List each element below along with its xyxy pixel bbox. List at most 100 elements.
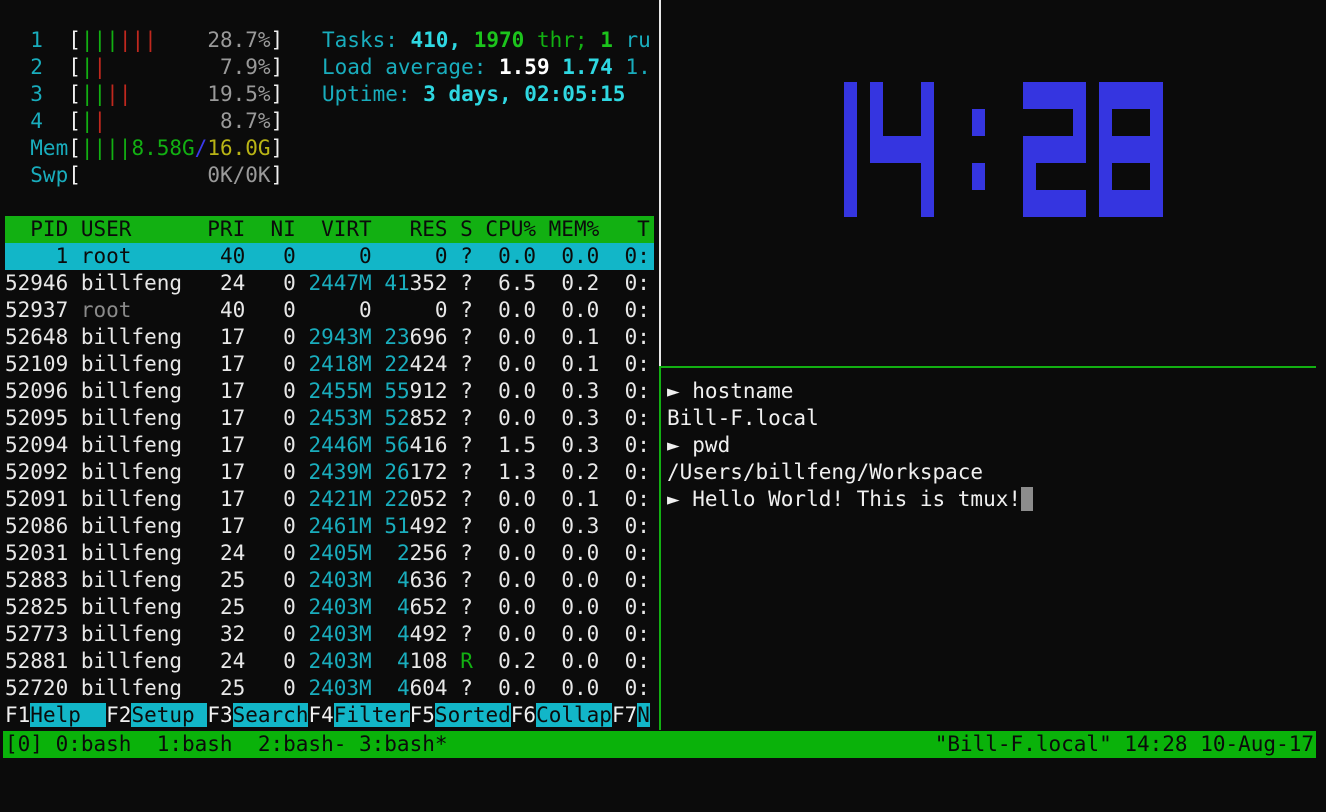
fkey-f7[interactable]: F7 bbox=[611, 703, 638, 727]
table-row[interactable]: 52109 billfeng 17 0 2418M 22424 ? 0.0 0.… bbox=[5, 351, 654, 378]
table-row[interactable]: 1 root 40 0 0 0 ? 0.0 0.0 0: bbox=[5, 243, 654, 270]
user: billfeng bbox=[80, 271, 195, 295]
virt: 2403M bbox=[308, 568, 372, 592]
res: 0 bbox=[371, 298, 448, 322]
cpu-mem-time: 0.0 0.0 0: bbox=[472, 676, 650, 700]
load-1: 1.59 bbox=[499, 55, 550, 79]
table-row[interactable]: 52031 billfeng 24 0 2405M 2256 ? 0.0 0.0… bbox=[5, 540, 654, 567]
pad bbox=[448, 325, 461, 349]
table-row[interactable]: 52096 billfeng 17 0 2455M 55912 ? 0.0 0.… bbox=[5, 378, 654, 405]
table-row[interactable]: 52648 billfeng 17 0 2943M 23696 ? 0.0 0.… bbox=[5, 324, 654, 351]
fkey-f3[interactable]: F3 bbox=[207, 703, 233, 727]
pad bbox=[448, 406, 461, 430]
fkey-f2[interactable]: F2 bbox=[106, 703, 132, 727]
bracket: ] bbox=[270, 28, 284, 52]
table-row[interactable]: 52095 billfeng 17 0 2453M 52852 ? 0.0 0.… bbox=[5, 405, 654, 432]
table-row[interactable]: 52091 billfeng 17 0 2421M 22052 ? 0.0 0.… bbox=[5, 486, 654, 513]
cpu-mem-time: 0.0 0.1 0: bbox=[472, 352, 650, 376]
table-row[interactable]: 52094 billfeng 17 0 2446M 56416 ? 1.5 0.… bbox=[5, 432, 654, 459]
memory-meter: Mem[||||8.58G/16.0G] bbox=[5, 135, 305, 162]
res-units: 492 bbox=[409, 514, 448, 538]
threads-count: 1970 bbox=[473, 28, 525, 52]
text-cursor[interactable] bbox=[1021, 487, 1034, 511]
user: billfeng bbox=[80, 541, 195, 565]
pri-ni: 17 0 bbox=[194, 460, 309, 484]
state: ? bbox=[460, 406, 473, 430]
pad bbox=[448, 676, 461, 700]
table-row[interactable]: 52937 root 40 0 0 0 ? 0.0 0.0 0: bbox=[5, 297, 654, 324]
clock-digit-segment bbox=[1023, 190, 1086, 217]
fkey-label[interactable]: Help bbox=[30, 703, 107, 727]
window-list[interactable]: [0] 0:bash 1:bash 2:bash- 3:bash* bbox=[5, 732, 448, 756]
bracket: [ bbox=[68, 55, 81, 79]
fkey-label[interactable]: Collap bbox=[536, 703, 612, 727]
tasks-count: 410 bbox=[410, 28, 449, 52]
pri-ni: 25 0 bbox=[194, 595, 309, 619]
cpu-mem-time: 0.2 0.0 0: bbox=[472, 649, 650, 673]
table-row[interactable]: 52825 billfeng 25 0 2403M 4652 ? 0.0 0.0… bbox=[5, 594, 654, 621]
res-thousands: 22 bbox=[371, 352, 410, 376]
output-line: /Users/billfeng/Workspace bbox=[667, 460, 984, 484]
table-row[interactable]: 52086 billfeng 17 0 2461M 51492 ? 0.0 0.… bbox=[5, 513, 654, 540]
tasks-label: Tasks: bbox=[322, 28, 411, 52]
cpu-bar: | bbox=[93, 109, 107, 133]
pid: 52937 bbox=[5, 298, 81, 322]
state: ? bbox=[460, 568, 473, 592]
pane-divider-horizontal[interactable] bbox=[660, 366, 1316, 368]
user: billfeng bbox=[80, 379, 195, 403]
pri-ni: 17 0 bbox=[194, 514, 309, 538]
bracket: ] bbox=[270, 109, 284, 133]
pid: 52092 bbox=[5, 460, 81, 484]
fkey-f4[interactable]: F4 bbox=[308, 703, 334, 727]
fkey-label[interactable]: Setup bbox=[131, 703, 208, 727]
pri-ni: 17 0 bbox=[194, 406, 309, 430]
table-row[interactable]: 52881 billfeng 24 0 2403M 4108 R 0.2 0.0… bbox=[5, 648, 654, 675]
cpu-bar: || bbox=[80, 82, 107, 106]
tmux-status-bar: [0] 0:bash 1:bash 2:bash- 3:bash* "Bill-… bbox=[3, 731, 1316, 758]
user: billfeng bbox=[80, 676, 195, 700]
res-thousands: 51 bbox=[371, 514, 410, 538]
res-units: 852 bbox=[409, 406, 448, 430]
pane-divider-vertical[interactable] bbox=[659, 0, 661, 366]
swap-meter: Swp[ 0K/0K] bbox=[5, 162, 305, 189]
table-row[interactable]: 52946 billfeng 24 0 2447M 41352 ? 6.5 0.… bbox=[5, 270, 654, 297]
fkey-label[interactable]: Search bbox=[232, 703, 309, 727]
res-units: 108 bbox=[409, 649, 448, 673]
fkey-label[interactable]: Filter bbox=[333, 703, 410, 727]
fkey-label[interactable]: N bbox=[637, 703, 650, 727]
output-line: Bill-F.local bbox=[667, 406, 819, 430]
table-row[interactable]: 52773 billfeng 32 0 2403M 4492 ? 0.0 0.0… bbox=[5, 621, 654, 648]
pri-ni: 17 0 bbox=[194, 379, 309, 403]
table-row[interactable]: 52883 billfeng 25 0 2403M 4636 ? 0.0 0.0… bbox=[5, 567, 654, 594]
threads-label: thr; bbox=[524, 28, 601, 52]
res-thousands: 52 bbox=[371, 406, 410, 430]
cpu-bar: | bbox=[80, 109, 94, 133]
fkey-f5[interactable]: F5 bbox=[409, 703, 435, 727]
pid: 52720 bbox=[5, 676, 81, 700]
res-thousands: 55 bbox=[371, 379, 410, 403]
process-table-header[interactable]: PID USER PRI NI VIRT RES S CPU% MEM% T bbox=[5, 216, 654, 243]
fkey-label[interactable]: Sorted bbox=[434, 703, 511, 727]
fkey-f6[interactable]: F6 bbox=[510, 703, 537, 727]
pad bbox=[106, 55, 220, 79]
bracket: [ bbox=[68, 136, 81, 160]
pad bbox=[448, 622, 461, 646]
virt: 0 bbox=[308, 298, 372, 322]
cpu-mem-time: 0.0 0.3 0: bbox=[472, 514, 650, 538]
pad bbox=[131, 82, 207, 106]
user: root bbox=[80, 298, 195, 322]
user: root bbox=[80, 244, 195, 268]
table-row[interactable]: 52092 billfeng 17 0 2439M 26172 ? 1.3 0.… bbox=[5, 459, 654, 486]
pane-divider-vertical-active[interactable] bbox=[659, 366, 661, 730]
cpu-label: 3 bbox=[5, 82, 69, 106]
cpu-bar: | bbox=[93, 55, 107, 79]
user: billfeng bbox=[80, 406, 195, 430]
cpu-mem-time: 0.0 0.0 0: bbox=[472, 541, 650, 565]
fkey-f1[interactable]: F1 bbox=[5, 703, 31, 727]
pad bbox=[448, 541, 461, 565]
pid: 52086 bbox=[5, 514, 81, 538]
virt: 2943M bbox=[308, 325, 372, 349]
table-row[interactable]: 52720 billfeng 25 0 2403M 4604 ? 0.0 0.0… bbox=[5, 675, 654, 702]
pad bbox=[448, 244, 461, 268]
pid: 52094 bbox=[5, 433, 81, 457]
